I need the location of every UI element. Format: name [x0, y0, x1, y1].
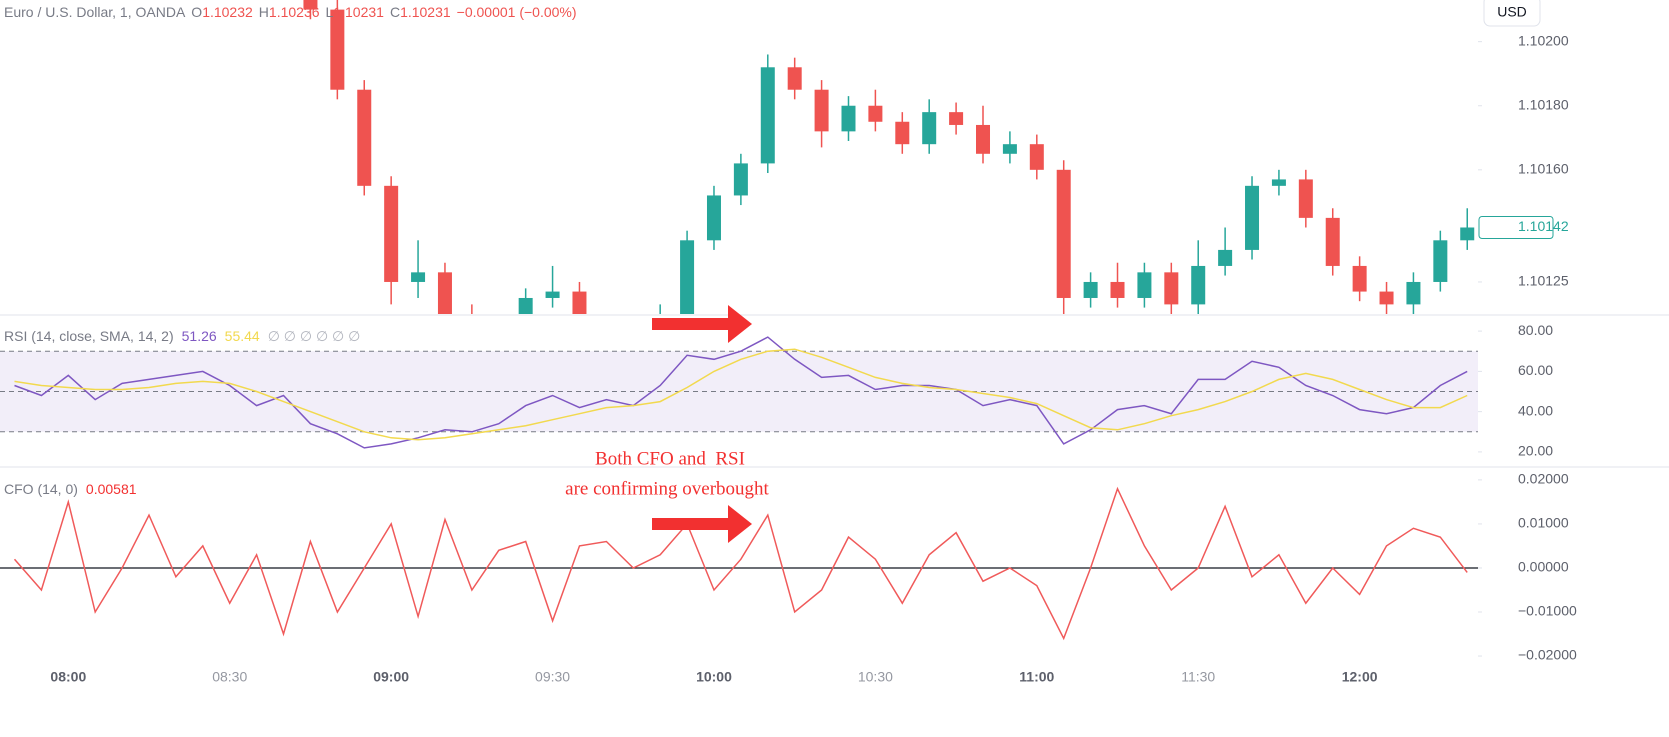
- y-tick-label: 60.00: [1518, 362, 1553, 378]
- candle-body: [1164, 272, 1179, 305]
- cfo-value: 0.00581: [86, 481, 137, 497]
- candle-body: [1325, 217, 1340, 266]
- candle-body: [1110, 281, 1125, 298]
- pane: [0, 336, 1478, 449]
- y-tick-label: 0.02000: [1518, 471, 1569, 487]
- candle-body: [1352, 265, 1367, 292]
- x-tick-label: 08:30: [212, 669, 247, 685]
- y-tick-label: 20.00: [1518, 443, 1553, 459]
- series-line: [14, 336, 1468, 449]
- rsi-value: 51.26: [182, 328, 217, 344]
- candle-body: [1083, 281, 1098, 298]
- candle-body: [411, 272, 426, 282]
- candle-body: [680, 240, 695, 314]
- candle-body: [518, 297, 533, 314]
- quote-value: 1.10232: [202, 4, 253, 20]
- y-tick-label: 1.10200: [1518, 32, 1569, 48]
- candle-body: [545, 291, 560, 298]
- candle-body: [976, 124, 991, 154]
- symbol: Euro / U.S. Dollar, 1, OANDA: [4, 4, 186, 20]
- quote-label: H: [259, 4, 269, 20]
- candle-body: [733, 163, 748, 196]
- candle-body: [357, 89, 372, 186]
- annotation: Both CFO and RSI: [595, 448, 745, 469]
- x-tick-label: 12:00: [1342, 669, 1378, 685]
- candle-body: [1433, 240, 1448, 282]
- currency-button[interactable]: [1483, 0, 1541, 27]
- y-tick-label: 1.10125: [1518, 273, 1569, 289]
- pane: [0, 486, 1478, 641]
- candle-body: [868, 105, 883, 122]
- candle-body: [303, 0, 318, 10]
- cfo-legend: CFO (14, 0) 0.00581: [4, 481, 137, 497]
- arrow: [652, 505, 752, 543]
- quote-value: 1.10231: [400, 4, 451, 20]
- candle-body: [1191, 265, 1206, 305]
- arrow: [652, 305, 752, 343]
- candle-body: [1406, 281, 1421, 305]
- candle-body: [1271, 179, 1286, 186]
- y-tick-label: 0.00000: [1518, 559, 1569, 575]
- quote-label: O: [191, 4, 202, 20]
- candle-body: [437, 272, 452, 314]
- candle-body: [895, 121, 910, 145]
- candle-body: [1029, 144, 1044, 170]
- candle-body: [384, 185, 399, 282]
- status-icons: ∅ ∅ ∅ ∅ ∅ ∅: [268, 328, 361, 344]
- candle-body: [787, 67, 802, 90]
- candle-body: [572, 291, 587, 314]
- candle-body: [1137, 272, 1152, 298]
- candle-body: [949, 112, 964, 125]
- y-tick-label: 0.01000: [1518, 515, 1569, 531]
- annotation: are confirming overbought: [565, 478, 769, 499]
- header-legend: Euro / U.S. Dollar, 1, OANDA O1.10232 H1.1…: [4, 4, 577, 20]
- y-tick-label: 1.10180: [1518, 96, 1569, 112]
- candle-body: [922, 112, 937, 145]
- candle-body: [1460, 227, 1475, 241]
- y-tick-label: −0.01000: [1518, 603, 1577, 619]
- y-tick-label: 40.00: [1518, 402, 1553, 418]
- candle-body: [1245, 185, 1260, 250]
- quote-value: 1.10236: [269, 4, 320, 20]
- series-line: [14, 348, 1468, 441]
- cfo-title: CFO (14, 0): [4, 481, 78, 497]
- quote-value: 1.10231: [333, 4, 384, 20]
- candle-body: [1379, 291, 1394, 305]
- candle-body: [814, 89, 829, 132]
- x-tick-label: 11:00: [1019, 669, 1054, 685]
- rsi-sma-value: 55.44: [225, 328, 260, 344]
- candle-body: [1218, 249, 1233, 266]
- x-tick-label: 09:30: [535, 669, 570, 685]
- rsi-title: RSI (14, close, SMA, 14, 2): [4, 328, 174, 344]
- candle-body: [1002, 144, 1017, 154]
- x-tick-label: 08:00: [50, 669, 86, 685]
- x-tick-label: 11:30: [1181, 669, 1215, 685]
- plot-layer: 1.10200 1.10180 1.10160 1.10125 1.10142 80.00…: [0, 0, 1577, 685]
- last-price-label: 1.10142: [1518, 218, 1569, 234]
- series-line: [13, 486, 1468, 641]
- candle-body: [1056, 169, 1071, 298]
- candle-body: [706, 195, 721, 241]
- candle-body: [760, 67, 775, 164]
- y-tick-label: 1.10160: [1518, 161, 1569, 177]
- y-tick-label: 80.00: [1518, 322, 1553, 338]
- quote-label: C: [390, 4, 400, 20]
- pane: [303, 0, 1475, 314]
- candle-body: [1298, 179, 1313, 218]
- rsi-legend: RSI (14, close, SMA, 14, 2) 51.26 55.44 ∅ ∅…: [4, 328, 360, 344]
- currency-label[interactable]: USD: [1497, 4, 1527, 20]
- candle-body: [330, 9, 345, 90]
- last-price-box: [1478, 215, 1554, 239]
- quote-label: L: [326, 4, 334, 20]
- candle-body: [841, 105, 856, 132]
- quote-change: −0.00001 (−0.00%): [457, 4, 577, 20]
- x-tick-label: 10:30: [858, 669, 893, 685]
- y-tick-label: −0.02000: [1518, 647, 1577, 663]
- x-tick-label: 09:00: [373, 669, 409, 685]
- x-tick-label: 10:00: [696, 669, 732, 685]
